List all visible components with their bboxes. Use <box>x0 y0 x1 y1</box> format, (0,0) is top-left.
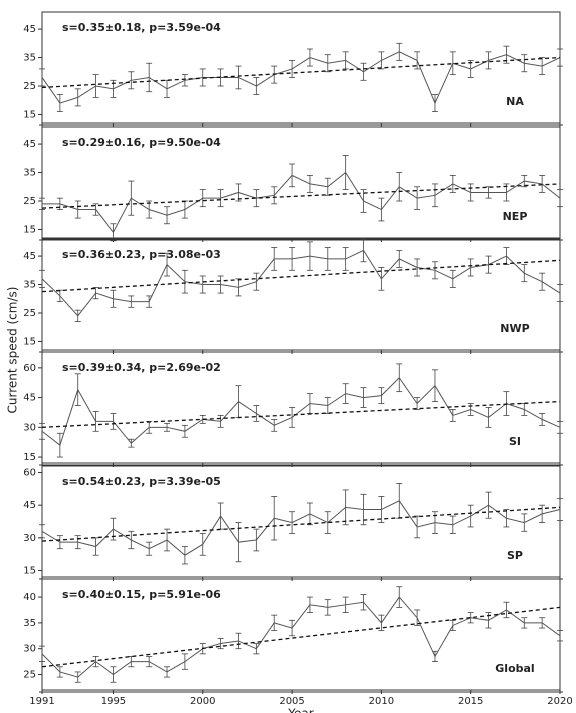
y-tick-label: 25 <box>23 308 36 319</box>
error-bar <box>39 269 45 288</box>
data-line <box>41 376 561 446</box>
region-label: SI <box>509 435 521 448</box>
x-tick-label: 1991 <box>29 696 54 707</box>
y-tick-label: 35 <box>23 280 36 291</box>
y-tick-label: 45 <box>23 139 36 150</box>
y-tick-label: 15 <box>23 336 36 347</box>
data-line <box>41 596 561 678</box>
annotation: s=0.39±0.34, p=2.69e-02 <box>62 361 221 374</box>
y-tick-label: 30 <box>23 422 36 433</box>
y-tick-label: 60 <box>23 468 36 479</box>
x-tick-label: 1995 <box>101 696 126 707</box>
y-tick-label: 35 <box>23 53 36 64</box>
x-tick-label: 2005 <box>279 696 304 707</box>
data-line <box>41 500 561 556</box>
y-tick-label: 15 <box>23 565 36 576</box>
trend-line <box>41 56 561 89</box>
trend-line <box>41 400 561 428</box>
data-line <box>41 249 561 317</box>
annotation: s=0.54±0.23, p=3.39e-05 <box>62 475 221 488</box>
annotation: s=0.36±0.23, p=3.08e-03 <box>62 248 221 261</box>
trend-line <box>41 259 561 293</box>
y-tick-label: 35 <box>23 618 36 629</box>
region-label: NEP <box>503 210 528 223</box>
panel-frame <box>41 126 561 239</box>
y-tick-label: 60 <box>23 363 36 374</box>
y-tick-label: 35 <box>23 168 36 179</box>
y-tick-label: 45 <box>23 251 36 262</box>
x-tick-label: 2020 <box>547 696 572 707</box>
y-tick-label: 25 <box>23 81 36 92</box>
panel-frame <box>41 465 561 578</box>
x-tick-label: 2000 <box>190 696 215 707</box>
region-label: Global <box>495 662 534 675</box>
y-tick-label: 25 <box>23 670 36 681</box>
trend-line <box>41 506 561 542</box>
panel-frame <box>41 351 561 464</box>
region-label: NA <box>506 95 524 108</box>
data-line <box>41 51 561 105</box>
x-axis-label: Year <box>287 707 313 713</box>
annotation: s=0.35±0.18, p=3.59e-04 <box>62 21 221 34</box>
y-tick-label: 45 <box>23 24 36 35</box>
annotation: s=0.40±0.15, p=5.91e-06 <box>62 588 221 601</box>
y-tick-label: 15 <box>23 224 36 235</box>
y-tick-label: 45 <box>23 393 36 404</box>
y-axis-label: Current speed (cm/s) <box>6 287 20 414</box>
trend-line <box>41 606 561 668</box>
y-tick-label: 15 <box>23 452 36 463</box>
region-label: NWP <box>500 322 529 335</box>
y-tick-label: 15 <box>23 109 36 120</box>
trend-line <box>41 183 561 209</box>
annotation: s=0.29±0.16, p=9.50e-04 <box>62 136 221 149</box>
region-label: SP <box>507 549 523 562</box>
panel-frame <box>41 11 561 124</box>
y-tick-label: 30 <box>23 644 36 655</box>
x-tick-label: 2010 <box>369 696 394 707</box>
x-tick-label: 2015 <box>458 696 483 707</box>
y-tick-label: 25 <box>23 196 36 207</box>
y-tick-label: 30 <box>23 533 36 544</box>
y-tick-label: 45 <box>23 500 36 511</box>
y-tick-label: 40 <box>23 592 36 603</box>
data-line <box>42 171 561 234</box>
